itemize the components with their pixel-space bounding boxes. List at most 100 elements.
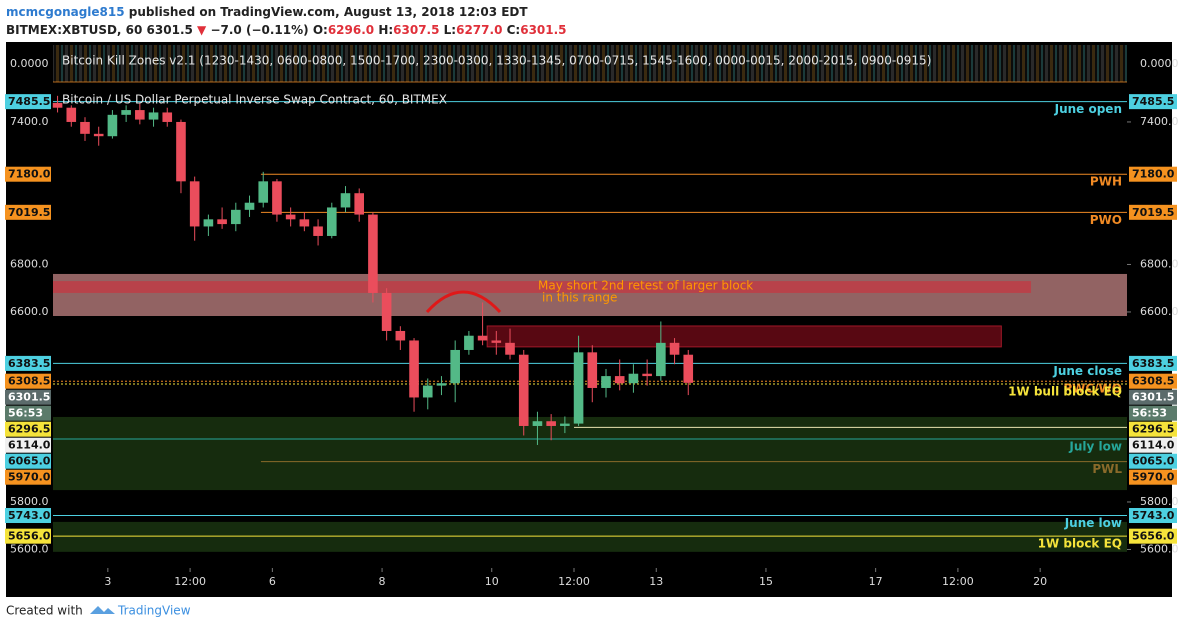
x-tick-label: 6 — [269, 575, 276, 588]
ohlc-label: H: — [378, 23, 393, 37]
candle-body — [409, 340, 419, 398]
price-tag — [5, 204, 51, 220]
price-tag-label: 7019.5 — [1132, 206, 1174, 219]
candle-body — [505, 342, 515, 355]
price-tag-label: 7180.0 — [1132, 168, 1175, 181]
indicator-title: Bitcoin Kill Zones v2.1 (1230-1430, 0600… — [62, 54, 931, 68]
candle-body — [203, 219, 214, 227]
candle-body — [381, 292, 392, 331]
level-text: PWL — [1092, 462, 1122, 476]
price-tag-label: 6114.0 — [1132, 439, 1175, 452]
price-tag — [5, 405, 51, 421]
published: published on TradingView.com, August 13,… — [129, 5, 529, 19]
price-tag — [5, 355, 51, 371]
candle-body — [422, 385, 433, 398]
price-tag-label: 6383.5 — [1132, 357, 1174, 370]
price-tag — [1129, 94, 1177, 110]
zone — [53, 273, 1127, 317]
price-tag-label: 6065.0 — [8, 455, 51, 468]
price-tag — [1129, 437, 1177, 453]
candle-body — [628, 373, 639, 384]
quote: BITMEX:XBTUSD, 60 6301.5 ▼ −7.0 (−0.11%)… — [6, 23, 567, 37]
candle-body — [299, 219, 310, 227]
price-tag-label: 6383.5 — [8, 357, 50, 370]
zone — [53, 281, 1032, 293]
candle-body — [477, 335, 488, 341]
candle-body — [573, 352, 584, 424]
candle-body — [135, 110, 145, 120]
ohlc-label: L: — [444, 23, 456, 37]
price-tag — [1129, 389, 1177, 405]
ohlc-value: 6296.0 — [328, 23, 374, 37]
price-tag — [1129, 405, 1177, 421]
candle-body — [614, 376, 625, 384]
price-tag — [5, 437, 51, 453]
ohlc-label: C: — [507, 23, 521, 37]
footer-text: Created with — [6, 604, 83, 618]
price-tag — [5, 528, 51, 544]
price-tag — [1129, 373, 1177, 389]
author[interactable]: mcmcgonagle815 — [6, 5, 125, 19]
candle-body — [354, 193, 365, 215]
candle-body — [189, 181, 200, 227]
x-tick-label: 12:00 — [174, 575, 206, 588]
header: mcmcgonagle815 published on TradingView.… — [6, 5, 528, 19]
change: −7.0 (−0.11%) — [210, 23, 308, 37]
candle-body — [669, 342, 680, 355]
x-tick-label: 17 — [869, 575, 883, 588]
price-tag — [1129, 355, 1177, 371]
x-tick-label: 13 — [649, 575, 663, 588]
price-tag — [5, 166, 51, 182]
y-tick-label: 5800.0 — [1140, 495, 1179, 508]
price-tag — [1129, 204, 1177, 220]
price-tag — [5, 469, 51, 485]
price-tag-label: 5743.0 — [1132, 509, 1175, 522]
price-tag-label: 6301.5 — [8, 391, 50, 404]
price-tag — [1129, 453, 1177, 469]
candle-body — [176, 121, 186, 182]
level-text: PWC/WO — [1063, 382, 1122, 396]
price-tag-label: 7019.5 — [8, 206, 50, 219]
candle-body — [285, 214, 296, 220]
level-text: July low — [1068, 440, 1122, 454]
y-tick-label: 7400.0 — [1140, 115, 1179, 128]
price-tag — [1129, 421, 1177, 437]
candle-body — [395, 330, 406, 341]
y-tick-label: 5600.0 — [1140, 542, 1179, 555]
candle-body — [532, 421, 543, 426]
price-tag-label: 6301.5 — [1132, 391, 1174, 404]
candle-body — [217, 219, 227, 225]
brand[interactable]: TradingView — [117, 604, 191, 618]
candle-body — [313, 226, 323, 236]
price-tag — [1129, 469, 1177, 485]
x-tick-label: 10 — [485, 575, 499, 588]
y-tick-label: 6600.0 — [10, 305, 49, 318]
level-text: 1W bull block EQ — [1008, 385, 1122, 399]
x-tick-label: 12:00 — [558, 575, 590, 588]
candle-body — [683, 354, 694, 383]
indicator-value: 0.0000 — [10, 57, 49, 70]
ohlc: O:6296.0 H:6307.5 L:6277.0 C:6301.5 — [313, 23, 567, 37]
price-tag — [5, 373, 51, 389]
price-tag-label: 5970.0 — [1132, 471, 1175, 484]
price-tag — [5, 94, 51, 110]
ohlc-value: 6301.5 — [520, 23, 566, 37]
price-tag — [1129, 528, 1177, 544]
candle-body — [272, 181, 282, 215]
x-tick-label: 12:00 — [942, 575, 974, 588]
ohlc-label: O: — [313, 23, 328, 37]
price-tag-label: 6296.5 — [1132, 423, 1174, 436]
price-tag — [5, 508, 51, 524]
level-text: 1W block EQ — [1038, 537, 1122, 551]
indicator-pane — [53, 45, 1127, 82]
candle-body — [340, 193, 351, 208]
x-tick-label: 20 — [1033, 575, 1047, 588]
candle-body — [121, 110, 131, 115]
candle-body — [368, 214, 378, 293]
chart-title: Bitcoin / US Dollar Perpetual Inverse Sw… — [62, 93, 447, 107]
candle-body — [464, 335, 474, 350]
candle-body — [656, 342, 666, 377]
y-tick-label: 6600.0 — [1140, 305, 1179, 318]
